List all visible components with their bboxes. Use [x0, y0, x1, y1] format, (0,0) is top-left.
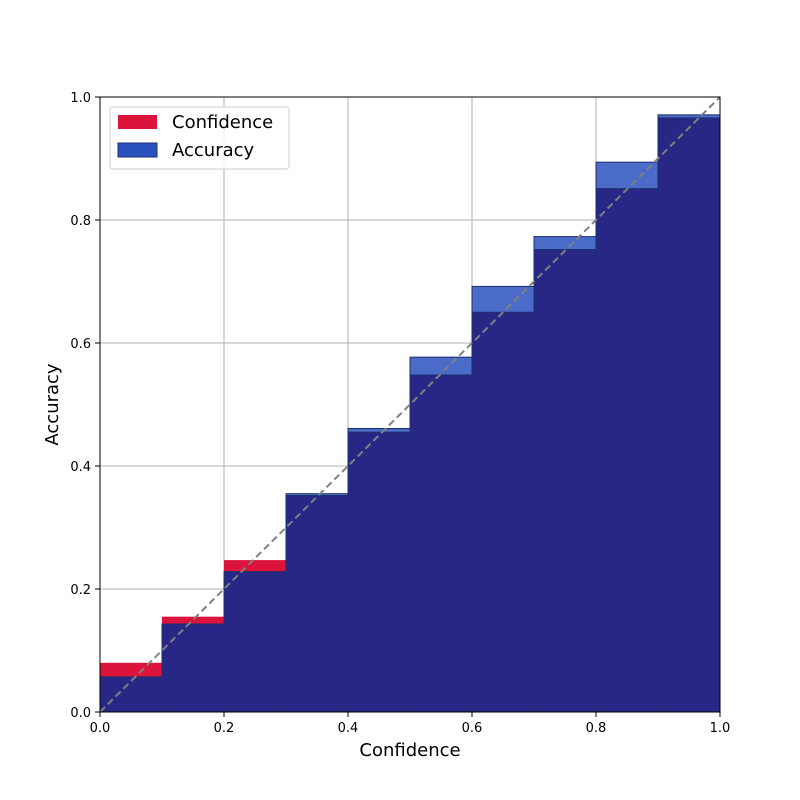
legend-label-accuracy: Accuracy	[172, 140, 255, 161]
y-tick-label-3: 0.6	[70, 337, 91, 352]
overlap-bar-9	[657, 117, 721, 713]
y-tick-label-5: 1.0	[70, 91, 91, 106]
legend-swatch-confidence	[118, 115, 157, 129]
y-tick-label-4: 0.8	[70, 214, 91, 229]
y-tick-label-2: 0.4	[70, 460, 91, 475]
legend-label-confidence: Confidence	[172, 112, 273, 133]
overlap-bar-0	[99, 676, 163, 713]
overlap-bar-8	[595, 188, 659, 713]
reference-line	[99, 96, 721, 713]
overlap-bar-6	[471, 311, 535, 713]
legend: Confidence Accuracy	[109, 106, 290, 170]
overlap-bar-7	[533, 249, 597, 713]
x-tick-label-2: 0.4	[338, 721, 359, 736]
y-axis-label: Accuracy	[42, 363, 63, 446]
plot-frame	[99, 96, 721, 713]
legend-swatch-accuracy	[117, 142, 158, 158]
x-tick-label-4: 0.8	[586, 721, 607, 736]
x-tick-label-3: 0.6	[462, 721, 483, 736]
overlap-bar-2	[223, 571, 287, 713]
overlap-bar-4	[347, 431, 411, 713]
x-axis-label: Confidence	[359, 740, 460, 761]
bars	[99, 114, 721, 713]
x-tick-label-1: 0.2	[214, 721, 235, 736]
reference-line-group	[99, 96, 721, 713]
y-tick-label-1: 0.2	[70, 583, 91, 598]
ticks: 0.0 0.2 0.4 0.6 0.8 1.0 0.0 0.2 0.4 0.6 0.8 1.0	[70, 91, 730, 736]
y-tick-label-0: 0.0	[70, 706, 91, 721]
x-tick-label-0: 0.0	[90, 721, 111, 736]
overlap-bar-3	[285, 495, 349, 713]
overlap-bar-1	[161, 623, 225, 713]
overlap-bar-5	[409, 374, 473, 713]
x-tick-label-5: 1.0	[710, 721, 731, 736]
